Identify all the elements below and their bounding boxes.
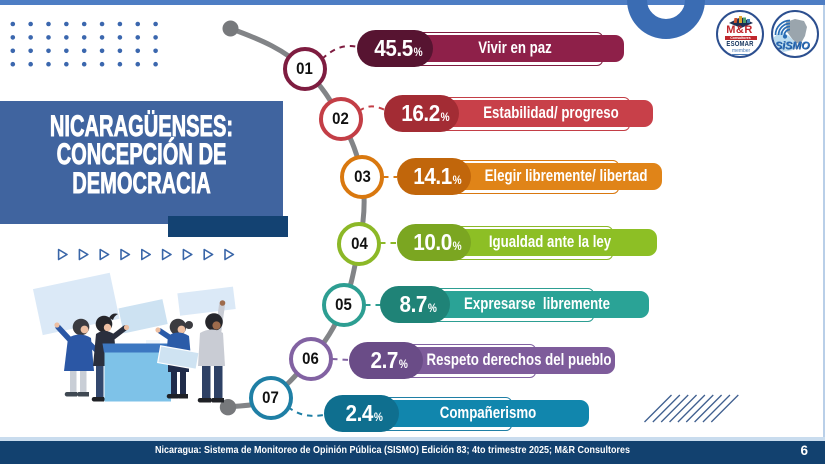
svg-text:SiSMO: SiSMO (774, 39, 809, 51)
svg-text:SiSMO: SiSMO (775, 40, 810, 52)
